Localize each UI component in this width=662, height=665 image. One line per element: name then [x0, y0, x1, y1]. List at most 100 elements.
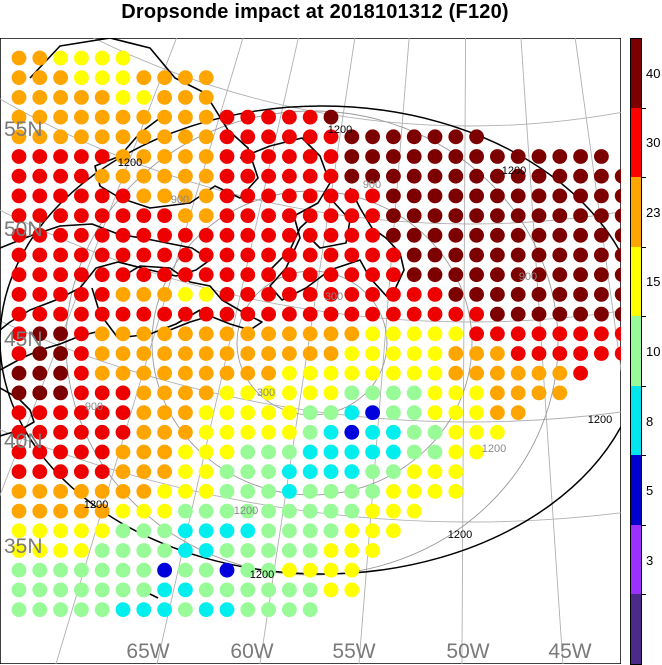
impact-dot	[427, 188, 443, 204]
impact-dot	[11, 188, 27, 204]
impact-dot	[115, 602, 131, 617]
impact-dot	[469, 227, 484, 243]
impact-dot	[406, 208, 422, 224]
impact-dot	[406, 503, 422, 519]
impact-dot	[261, 326, 276, 342]
impact-dot	[32, 70, 48, 86]
impact-dot	[323, 424, 339, 440]
impact-dot	[11, 326, 27, 342]
impact-dot	[115, 543, 131, 558]
impact-dot	[552, 227, 568, 243]
impact-dot	[136, 247, 152, 263]
impact-dot	[594, 326, 609, 342]
impact-dot	[115, 503, 131, 519]
impact-dot	[614, 287, 621, 302]
impact-dot	[261, 602, 276, 617]
impact-dot	[240, 484, 256, 499]
impact-dot	[573, 326, 588, 342]
colorbar-segment	[630, 455, 642, 526]
colorbar-label: 10	[646, 344, 661, 359]
impact-dot	[115, 385, 131, 401]
impact-dot	[157, 247, 173, 263]
impact-dot	[261, 188, 276, 204]
impact-dot	[469, 444, 484, 460]
impact-dot	[614, 208, 621, 223]
colorbar-label: 23	[646, 204, 661, 220]
latitude-label: 55N	[4, 118, 43, 141]
impact-dot	[115, 109, 131, 125]
impact-dot	[282, 247, 297, 263]
coastline-segment	[147, 592, 159, 599]
impact-dot	[198, 365, 214, 381]
impact-dot	[282, 149, 297, 164]
impact-dot	[178, 306, 193, 322]
impact-dot	[469, 346, 484, 361]
impact-dot	[178, 543, 193, 558]
impact-dot	[178, 523, 193, 539]
impact-dot	[261, 129, 276, 145]
impact-dot	[531, 188, 547, 204]
impact-dot	[157, 523, 173, 539]
impact-dot	[74, 208, 89, 224]
impact-dot	[282, 188, 297, 204]
impact-dot	[531, 267, 547, 283]
impact-dot	[178, 582, 193, 598]
impact-dot	[11, 129, 27, 145]
impact-dot	[94, 405, 110, 420]
impact-dot	[74, 287, 89, 302]
impact-dot	[157, 365, 173, 381]
impact-dot	[136, 227, 152, 243]
impact-dot	[448, 365, 464, 381]
impact-dot	[531, 247, 547, 263]
impact-dot	[469, 208, 484, 224]
impact-dot	[11, 247, 27, 263]
impact-dot	[323, 385, 339, 401]
impact-dot	[282, 484, 297, 499]
impact-dot	[11, 405, 27, 420]
impact-dot	[365, 287, 380, 302]
impact-dot	[32, 365, 48, 381]
impact-dot	[490, 405, 505, 420]
impact-dot	[386, 129, 401, 145]
impact-dot	[614, 267, 621, 283]
impact-dot	[94, 149, 110, 164]
impact-dot	[198, 188, 214, 204]
impact-dot	[531, 168, 547, 184]
colorbar-label: 5	[646, 483, 654, 499]
impact-dot	[448, 346, 464, 361]
impact-dot	[157, 208, 173, 224]
impact-dot	[344, 267, 360, 283]
impact-dot	[323, 208, 339, 224]
impact-dot	[198, 168, 214, 184]
impact-dot	[178, 424, 193, 440]
impact-dot	[282, 365, 297, 381]
impact-dot	[240, 346, 256, 361]
impact-dot	[53, 484, 68, 499]
impact-dot	[406, 424, 422, 440]
impact-dot	[282, 326, 297, 342]
colorbar: 40 30 23 15 10 8 5 3	[628, 38, 662, 665]
latitude-line	[93, 38, 621, 127]
impact-dot	[261, 267, 276, 283]
impact-dot	[115, 129, 131, 145]
impact-dot	[11, 168, 27, 184]
impact-dot	[323, 326, 339, 342]
range-ring-label: 1200	[448, 529, 472, 541]
impact-dot	[344, 188, 360, 204]
impact-dot	[323, 405, 339, 420]
impact-dot	[11, 346, 27, 361]
impact-dot	[32, 109, 48, 125]
impact-dot	[94, 208, 110, 224]
impact-dot	[614, 247, 621, 263]
impact-dot	[219, 168, 235, 184]
impact-dot	[94, 227, 110, 243]
impact-dot	[323, 562, 339, 578]
impact-dot	[115, 444, 131, 460]
impact-dot	[136, 424, 152, 440]
impact-dot	[344, 543, 360, 558]
impact-dot	[344, 385, 360, 401]
impact-dot	[614, 168, 621, 184]
impact-dot	[94, 543, 110, 558]
impact-dot	[240, 444, 256, 460]
impact-dot	[240, 227, 256, 243]
